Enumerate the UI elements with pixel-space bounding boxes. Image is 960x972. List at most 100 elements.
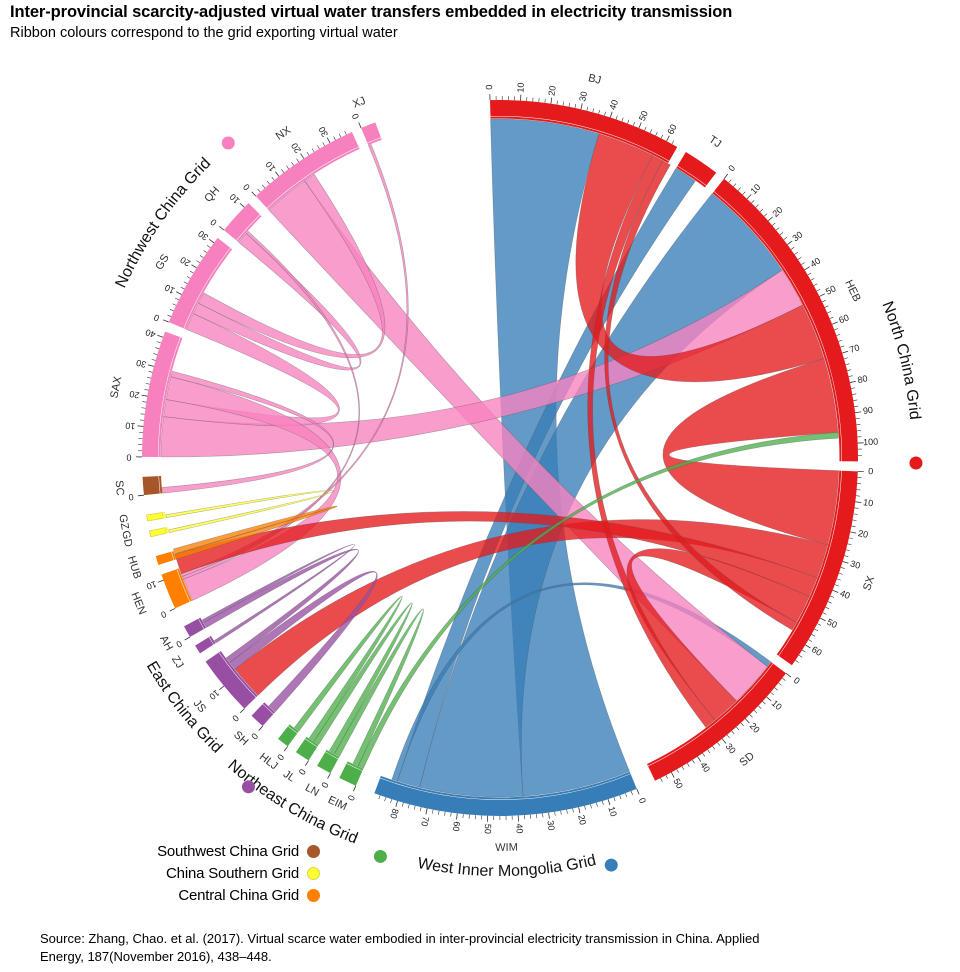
minor-tick [825,606,830,610]
ribbon-heb-to-bj [575,133,825,383]
major-tick [580,103,583,110]
tick-label: 50 [637,109,650,122]
legend-label: China Southern Grid [166,864,299,882]
node-label-sd: SD [737,750,756,769]
major-tick [723,173,729,180]
minor-tick [790,246,795,250]
node-arc-hen [161,569,190,609]
ribbon-eim-to-ln [333,608,424,767]
node-arc-gd [149,527,167,538]
tick-label: 30 [317,125,331,139]
minor-tick [845,363,850,366]
minor-tick [763,213,768,217]
legend-item-southwest: Southwest China Grid [100,840,320,862]
node-inner-edge-jl [305,736,319,747]
minor-tick [286,165,290,170]
minor-tick [848,537,853,540]
minor-tick [141,407,146,409]
major-tick [850,531,857,534]
node-label-wim: WIM [495,842,518,854]
tick-label: 10 [163,282,176,295]
minor-tick [450,812,452,817]
minor-tick [338,133,342,138]
minor-tick [413,805,416,810]
ribbon-sax-to-hen [165,376,342,601]
node-label-sx: SX [861,574,877,592]
tick-label: 0 [126,453,131,463]
grid-label-east: East China Grid [143,659,225,757]
minor-tick [148,371,153,373]
ribbon-hub-to-hen [173,505,338,560]
minor-tick [801,262,805,265]
minor-tick [845,549,850,552]
tick-label: 0 [249,731,260,741]
major-tick [855,501,862,503]
minor-tick [196,260,201,264]
minor-tick [186,276,191,279]
major-tick [258,725,264,731]
legend-label: Central China Grid [178,886,299,904]
minor-tick [619,795,622,800]
minor-tick [749,714,753,718]
major-tick [305,760,309,766]
minor-tick [838,572,843,575]
minor-tick [852,393,857,395]
legend: Southwest China Grid China Southern Grid… [100,840,320,906]
minor-tick [774,687,778,691]
tick-label: 0 [297,767,308,777]
major-tick [842,350,849,354]
node-arc-xj [361,122,381,143]
minor-tick [782,677,786,681]
tick-label: 0 [346,794,357,803]
tick-label: 50 [671,777,685,791]
minor-tick [686,763,690,767]
ribbon-gs-to-sax [163,313,340,427]
minor-tick [596,802,598,807]
minor-tick [843,357,848,360]
minor-tick [712,745,716,750]
node-label-hlj: HLJ [257,751,280,772]
ribbon-gz-to-gd [165,490,335,533]
node-arc-sh [251,704,274,727]
node-arc-sax [142,331,181,457]
minor-tick [707,749,711,754]
tick-label: 50 [825,617,838,630]
node-arc-gs [168,237,231,329]
minor-tick [794,251,798,255]
node-arc-sc [142,476,160,496]
minor-tick [568,102,571,107]
minor-tick [167,314,172,317]
node-arc-sd [648,663,787,781]
tick-label: 20 [770,205,784,219]
minor-tick [574,103,577,108]
minor-tick [731,730,735,735]
node-arc-gz [146,512,164,522]
major-tick [157,579,164,583]
node-label-heb: HEB [842,278,863,304]
minor-tick [853,399,858,401]
minor-tick [797,257,802,260]
ribbon-qh-to-hen [181,230,360,580]
tick-label: 30 [135,358,147,370]
minor-tick [306,151,310,156]
minor-tick [737,187,741,191]
tick-label: 0 [174,638,183,649]
node-inner-edge-sax [158,337,183,457]
node-arc-ah [184,618,204,638]
node-inner-edge-wim [380,771,631,800]
minor-tick [740,722,744,727]
major-tick [832,589,839,593]
tick-label: 0 [484,85,494,90]
minor-tick [262,184,266,189]
major-tick [638,122,642,129]
tick-label: 10 [606,805,619,818]
legend-dot [307,888,320,902]
minor-tick [847,543,852,546]
tick-label: 10 [863,497,874,508]
minor-tick [779,232,784,236]
minor-tick [851,525,856,527]
major-tick [609,111,613,118]
tick-label: 0 [868,466,873,476]
major-tick [137,425,144,427]
